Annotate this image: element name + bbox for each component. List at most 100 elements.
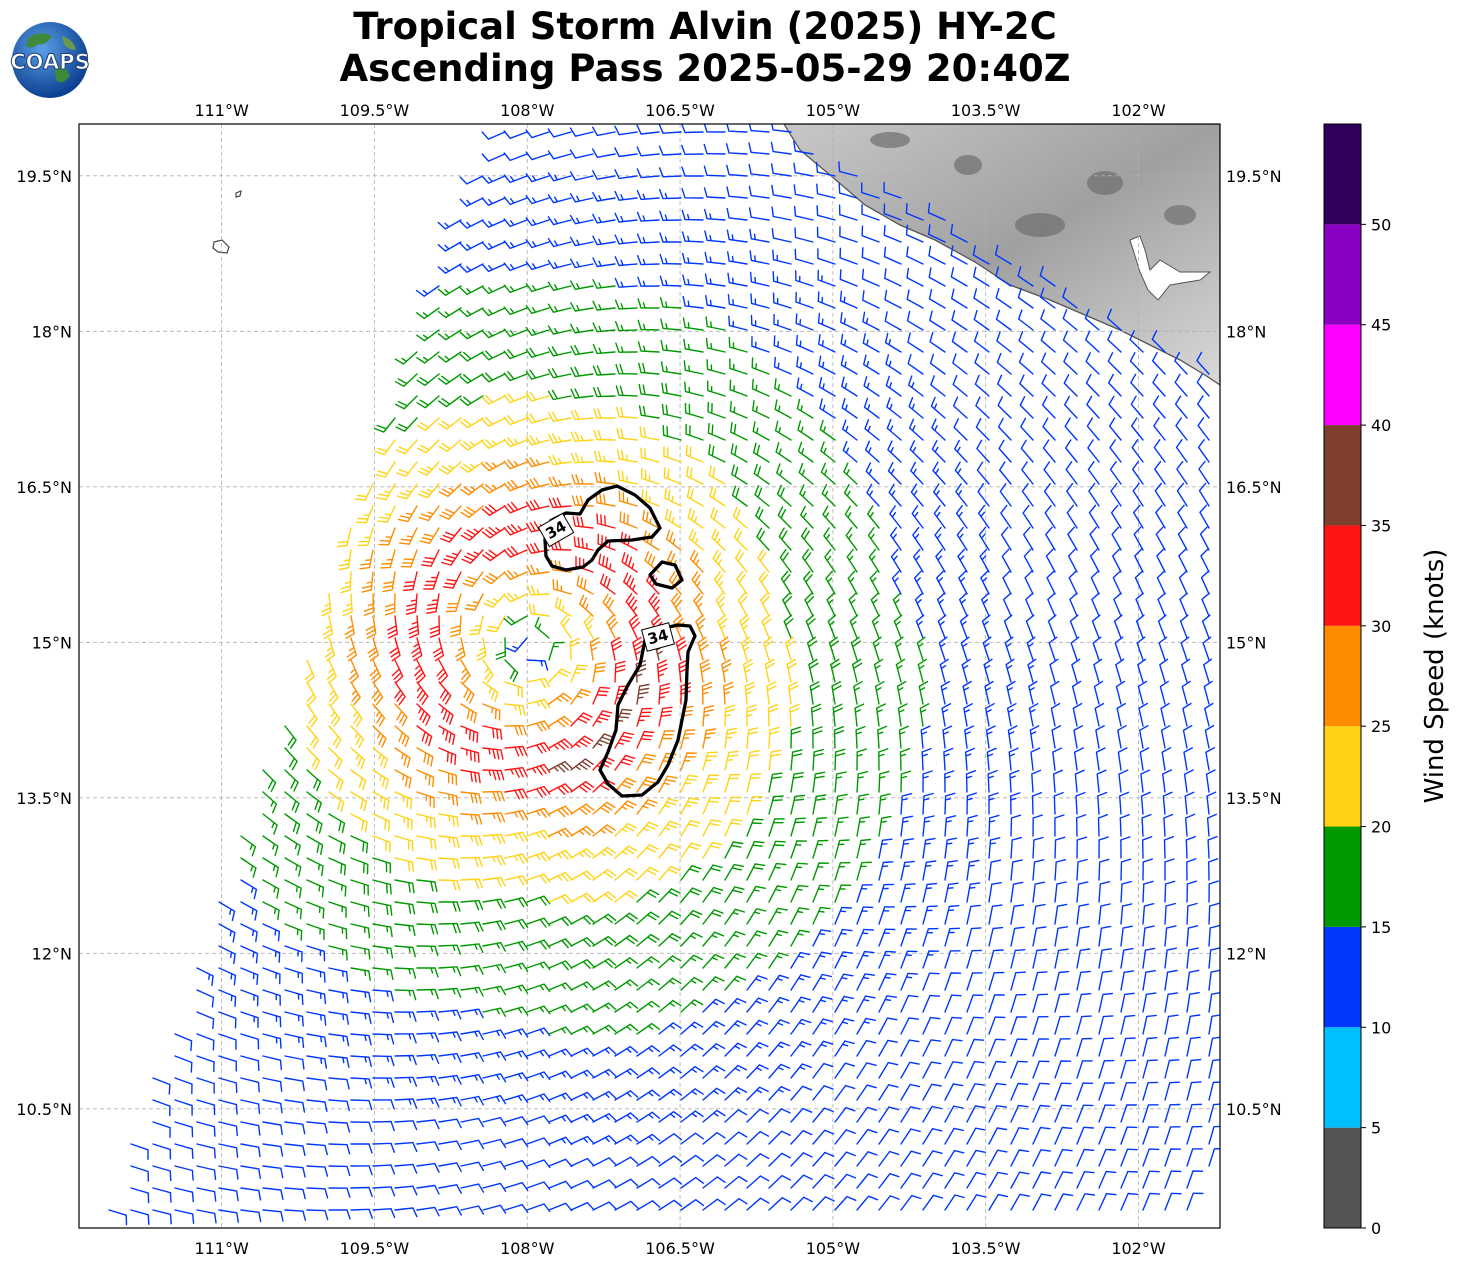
wind-barb xyxy=(680,1021,704,1035)
wind-barb xyxy=(1018,352,1034,375)
wind-barb xyxy=(482,681,499,703)
wind-barb xyxy=(1087,461,1100,485)
wind-barb xyxy=(1140,791,1151,815)
wind-barb xyxy=(570,959,595,969)
wind-barb xyxy=(336,527,352,548)
wind-barb xyxy=(1032,1038,1050,1057)
wind-barb xyxy=(504,984,529,994)
wind-barb xyxy=(1010,1060,1028,1079)
wind-barb xyxy=(350,857,369,875)
wind-barb xyxy=(812,884,830,903)
wind-barb xyxy=(729,379,748,397)
wind-barb xyxy=(887,461,902,485)
wind-barb xyxy=(922,815,935,837)
wind-barb xyxy=(437,373,462,385)
wind-barb xyxy=(394,791,413,810)
wind-barb xyxy=(342,593,353,617)
wind-barb xyxy=(349,659,359,684)
wind-barb xyxy=(908,375,924,397)
wind-barb xyxy=(1054,859,1067,881)
wind-barb xyxy=(812,929,832,947)
wind-barb xyxy=(482,790,505,802)
wind-barb xyxy=(922,1039,942,1057)
wind-barb xyxy=(240,1143,261,1158)
wind-barb xyxy=(394,747,411,768)
wind-barb xyxy=(459,439,484,451)
wind-barb xyxy=(306,923,325,941)
wind-barb xyxy=(350,1033,372,1046)
wind-barb xyxy=(900,838,915,859)
wind-barb xyxy=(460,769,481,784)
wind-barb xyxy=(658,955,682,969)
wind-barb xyxy=(768,885,788,903)
wind-barb xyxy=(812,817,828,837)
wind-barb xyxy=(1085,373,1100,397)
wind-barb xyxy=(481,461,506,472)
wind-barb xyxy=(840,333,858,353)
wind-barb xyxy=(789,703,800,727)
wind-barb xyxy=(985,725,996,749)
wind-barb xyxy=(1202,636,1212,661)
wind-barb xyxy=(1120,1082,1137,1101)
wind-barb xyxy=(576,575,594,595)
wind-barb xyxy=(1054,881,1067,903)
wind-barb xyxy=(196,1077,215,1094)
wind-barb xyxy=(636,168,660,179)
wind-barb xyxy=(921,747,932,771)
wind-barb xyxy=(419,527,440,544)
wind-barb xyxy=(196,989,215,1008)
wind-barb xyxy=(936,570,946,595)
wind-barb xyxy=(438,1206,462,1216)
wind-barb xyxy=(724,1109,748,1123)
wind-barb xyxy=(614,685,630,705)
wind-barb xyxy=(988,859,1002,881)
wind-barb xyxy=(547,346,572,357)
wind-barb xyxy=(828,636,840,661)
wind-barb xyxy=(462,571,484,588)
wind-barb xyxy=(790,772,804,793)
wind-barb xyxy=(1186,1125,1203,1145)
wind-barb xyxy=(637,298,660,309)
wind-barb xyxy=(682,317,704,331)
wind-barb xyxy=(460,856,483,868)
wind-barb xyxy=(378,527,396,546)
wind-barb xyxy=(503,615,528,626)
wind-barb xyxy=(658,798,679,815)
wind-barb xyxy=(818,377,836,397)
wind-barb xyxy=(306,967,326,983)
wind-barb xyxy=(306,945,326,962)
wind-barb xyxy=(1024,570,1034,595)
wind-barb xyxy=(1120,1059,1137,1079)
wind-barb xyxy=(394,1207,418,1218)
wind-barb xyxy=(973,288,990,309)
lat-label-right: 15°N xyxy=(1226,633,1266,652)
wind-barb xyxy=(357,527,374,547)
wind-barb xyxy=(338,549,352,571)
wind-barb xyxy=(174,1143,194,1159)
wind-barb xyxy=(350,835,369,854)
wind-barb xyxy=(910,461,924,485)
wind-barb xyxy=(888,483,902,507)
wind-barb xyxy=(328,967,349,982)
wind-barb xyxy=(1164,1014,1179,1035)
wind-barb xyxy=(737,592,748,617)
wind-barb xyxy=(438,769,458,786)
wind-barb xyxy=(1051,725,1062,749)
wind-barb xyxy=(727,251,748,265)
wind-barb xyxy=(636,1000,660,1013)
wind-barb xyxy=(614,957,639,969)
wind-barb xyxy=(396,483,418,500)
wind-barb xyxy=(1085,352,1100,375)
wind-barb xyxy=(871,614,881,639)
wind-barb xyxy=(834,1040,855,1057)
wind-barb xyxy=(1154,482,1166,507)
wind-barb xyxy=(460,527,484,541)
wind-barb xyxy=(1142,1148,1160,1167)
lon-label-bottom: 105°W xyxy=(806,1239,861,1258)
wind-barb xyxy=(815,161,836,177)
wind-barb xyxy=(1084,308,1100,331)
wind-barb xyxy=(771,184,792,199)
wind-barb xyxy=(658,1177,683,1189)
wind-barb xyxy=(856,973,876,991)
wind-barb xyxy=(1095,725,1105,749)
